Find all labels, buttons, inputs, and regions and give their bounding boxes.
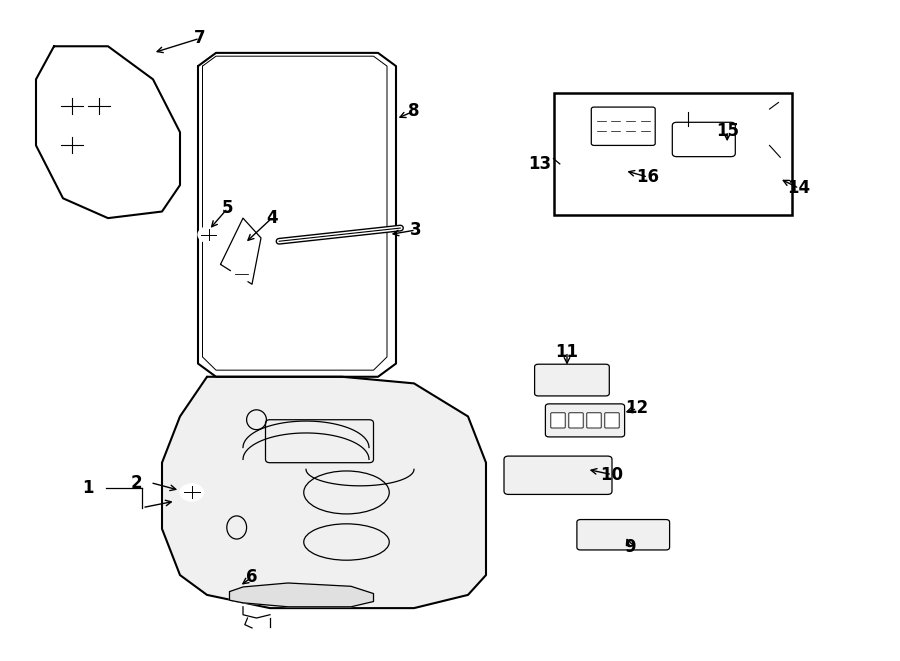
Text: 8: 8 <box>409 102 419 120</box>
FancyBboxPatch shape <box>587 412 601 428</box>
Text: 9: 9 <box>625 538 635 557</box>
FancyBboxPatch shape <box>591 107 655 145</box>
Text: 2: 2 <box>131 473 142 492</box>
Text: 13: 13 <box>528 155 552 173</box>
Text: 12: 12 <box>626 399 649 418</box>
FancyBboxPatch shape <box>535 364 609 396</box>
Text: 10: 10 <box>600 465 624 484</box>
Text: 3: 3 <box>410 221 421 239</box>
FancyBboxPatch shape <box>605 412 619 428</box>
Polygon shape <box>36 46 180 218</box>
Circle shape <box>603 155 625 171</box>
Text: 7: 7 <box>194 29 205 48</box>
Text: 5: 5 <box>222 199 233 217</box>
Text: 1: 1 <box>83 479 94 497</box>
FancyBboxPatch shape <box>504 456 612 494</box>
FancyBboxPatch shape <box>569 412 583 428</box>
FancyBboxPatch shape <box>551 412 565 428</box>
Text: 16: 16 <box>636 168 660 186</box>
Text: 4: 4 <box>266 209 277 227</box>
Circle shape <box>759 130 780 145</box>
Polygon shape <box>220 218 261 284</box>
FancyBboxPatch shape <box>672 122 735 157</box>
Circle shape <box>760 109 778 122</box>
Polygon shape <box>230 583 374 607</box>
Polygon shape <box>162 377 486 608</box>
Text: 6: 6 <box>247 568 257 586</box>
Circle shape <box>180 484 203 501</box>
FancyBboxPatch shape <box>545 404 625 437</box>
Text: 14: 14 <box>788 179 811 198</box>
Circle shape <box>230 266 252 282</box>
Text: 11: 11 <box>555 342 579 361</box>
FancyBboxPatch shape <box>577 520 670 550</box>
Text: 15: 15 <box>716 122 739 140</box>
Circle shape <box>198 227 220 243</box>
Bar <box>554 93 792 215</box>
